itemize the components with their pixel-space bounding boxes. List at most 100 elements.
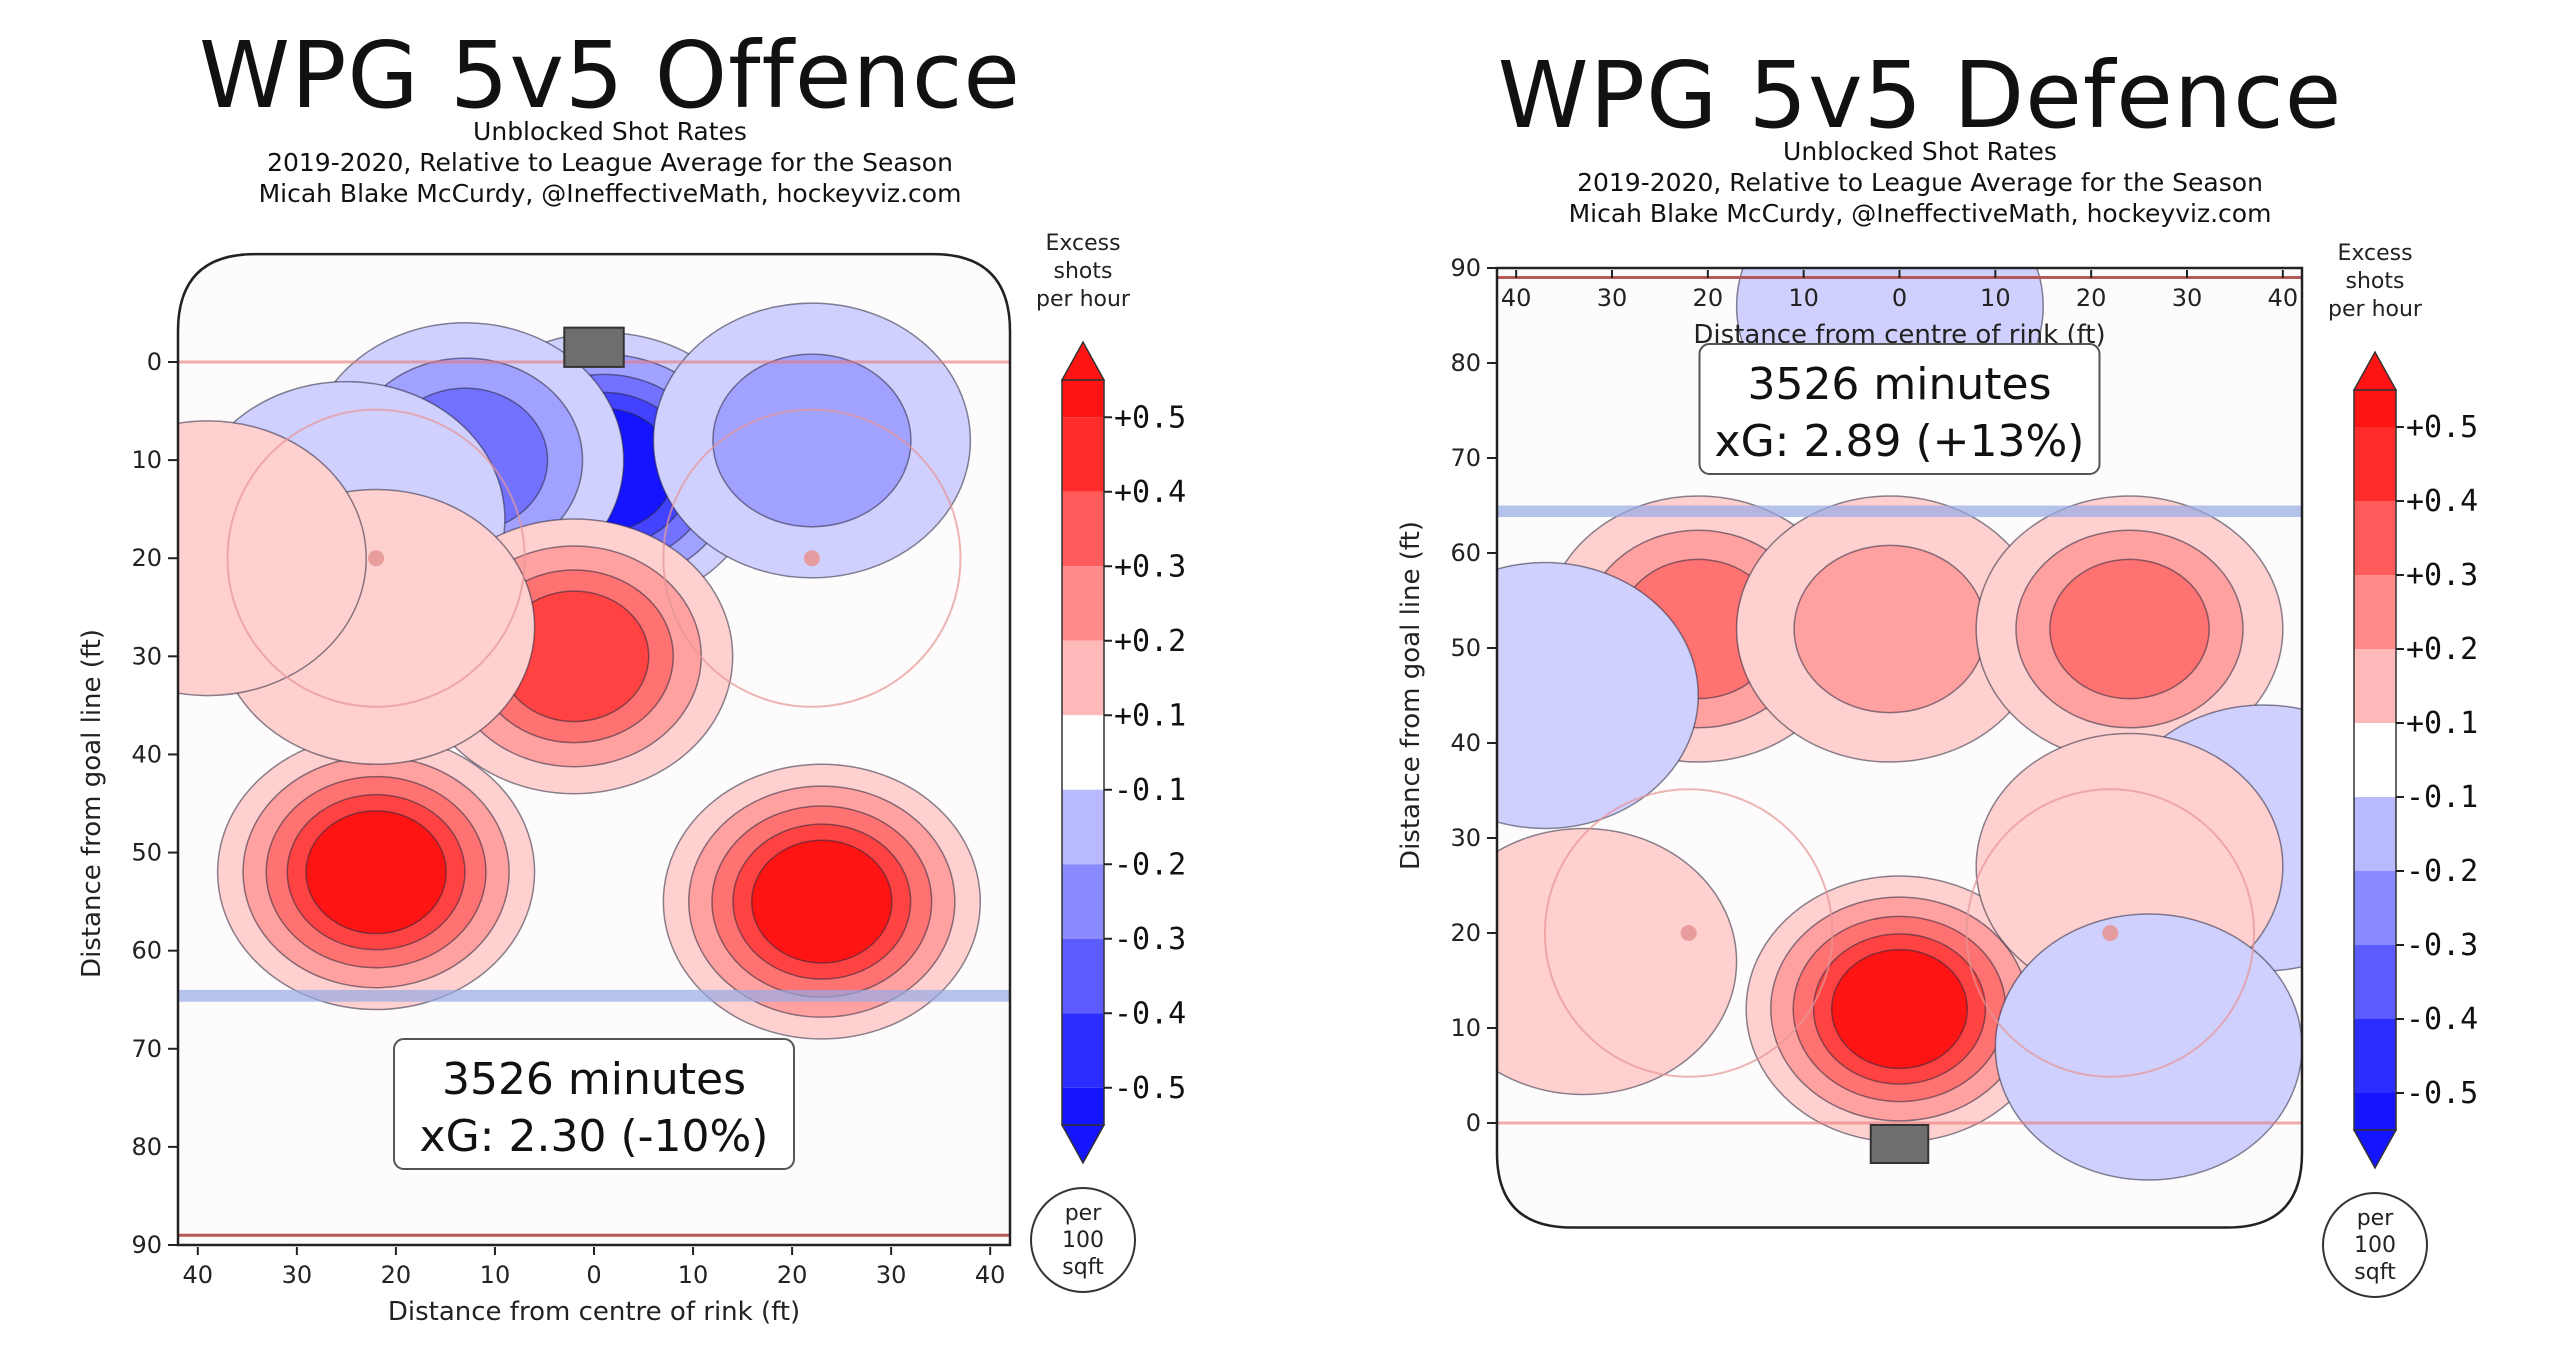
offence-colorbar-swatch-bottom: [1062, 1087, 1104, 1125]
defence-colorbar-bottom-arrow: [2352, 1129, 2398, 1170]
defence-x-tick-label-2: 30: [1597, 284, 1628, 312]
offence-colorbar-frame: [1061, 379, 1105, 1126]
offence-colorbar-label-10: -0.5: [1114, 1071, 1186, 1106]
offence-y-tick-label-10: 90: [131, 1231, 162, 1259]
offence-colorbar-swatch-9: [1062, 1013, 1104, 1088]
defence-colorbar-label-2: +0.4: [2406, 484, 2478, 519]
offence-x-tick-label-2: 30: [282, 1261, 313, 1289]
defence-colorbar-swatch-4: [2354, 649, 2396, 723]
offence-x-tick-label-5: 0: [586, 1261, 601, 1289]
offence-colorbar-title-3: per hour: [1036, 287, 1131, 312]
defence-y-tick-label-9: 80: [1450, 349, 1481, 377]
defence-x-tick-label-8: 30: [2172, 284, 2203, 312]
defence-scale-circle-label-1: per: [2357, 1206, 2395, 1231]
defence-chart-title: WPG 5v5 Defence: [1497, 42, 2343, 149]
defence-y-tick-label-4: 30: [1450, 824, 1481, 852]
defence-hot-spot-1: [1745, 875, 2054, 1143]
offence-x-tick-label-7: 20: [777, 1261, 808, 1289]
offence-hot-spot-6: [216, 734, 536, 1011]
offence-y-tick-label-2: 10: [131, 446, 162, 474]
offence-subtitle-2: 2019-2020, Relative to League Average fo…: [267, 148, 953, 177]
defence-colorbar-title-3: per hour: [2328, 297, 2423, 322]
offence-colorbar-swatch-5: [1062, 715, 1104, 790]
offence-colorbar-swatch-3: [1062, 566, 1104, 641]
offence-heat-layer: [178, 302, 982, 1040]
defence-colorbar-label-1: +0.5: [2406, 410, 2478, 445]
defence-x-tick-label-9: 40: [2268, 284, 2299, 312]
defence-y-tick-label-1: 0: [1466, 1109, 1481, 1137]
defence-colorbar-frame: [2353, 389, 2397, 1131]
defence-subtitle-1: Unblocked Shot Rates: [1783, 137, 2057, 166]
offence-y-tick-label-6: 50: [131, 839, 162, 867]
offence-x-tick-label-6: 10: [678, 1261, 709, 1289]
defence-scale-circle-label-2: 100: [2354, 1233, 2396, 1258]
defence-colorbar-label-10: -0.5: [2406, 1076, 2478, 1111]
defence-hot-spot-9-level-1: [1994, 913, 2302, 1181]
offence-x-tick-label-9: 40: [975, 1261, 1006, 1289]
offence-hot-spot-3: [652, 302, 972, 579]
offence-faceoff-dot-2: [803, 550, 820, 567]
defence-y-tick-label-2: 10: [1450, 1014, 1481, 1042]
defence-header: WPG 5v5 Defence Unblocked Shot Rates 201…: [1440, 50, 2400, 229]
defence-hot-spot-9: [1994, 913, 2302, 1181]
offence-colorbar-swatch-8: [1062, 938, 1104, 1014]
offence-x-axis-label: Distance from centre of rink (ft): [388, 1297, 800, 1327]
offence-colorbar-top-arrow: [1060, 340, 1106, 381]
defence-x-tick-label-4: 10: [1788, 284, 1819, 312]
defence-colorbar-swatch-8: [2354, 945, 2396, 1019]
offence-header: WPG 5v5 Offence Unblocked Shot Rates 201…: [130, 30, 1090, 209]
defence-hot-spot-4-level-3: [2049, 558, 2210, 700]
offence-colorbar-bottom-arrow: [1060, 1124, 1106, 1165]
offence-x-tick-label-1: 40: [183, 1261, 214, 1289]
defence-colorbar-swatch-9: [2354, 1019, 2396, 1093]
offence-colorbar-label-9: -0.4: [1114, 996, 1186, 1031]
offence-hot-spot-7-level-5: [751, 839, 893, 964]
defence-y-axis-label: Distance from goal line (ft): [1396, 521, 1426, 870]
defence-faceoff-dot-2: [2102, 925, 2119, 941]
defence-colorbar-swatch-bottom: [2354, 1093, 2396, 1130]
offence-scale-circle: [1030, 1187, 1136, 1293]
defence-colorbar-label-9: -0.4: [2406, 1002, 2478, 1037]
defence-y-tick-label-5: 40: [1450, 729, 1481, 757]
defence-colorbar-label-4: +0.2: [2406, 632, 2478, 667]
offence-x-tick-label-8: 30: [876, 1261, 907, 1289]
defence-x-tick-label-6: 10: [1980, 284, 2011, 312]
defence-subtitle-3: Micah Blake McCurdy, @IneffectiveMath, h…: [1568, 199, 2272, 228]
offence-faceoff-circle-2: [662, 408, 962, 708]
defence-colorbar-swatch-3: [2354, 575, 2396, 649]
defence-hot-spot-8-level-1: [1497, 827, 1738, 1096]
offence-faceoff-circle-1: [226, 408, 526, 708]
offence-colorbar-swatch-top: [1062, 380, 1104, 418]
defence-hot-spot-5-level-1: [1497, 561, 1699, 830]
defence-scale-circle: [2322, 1192, 2428, 1298]
offence-x-tick-label-4: 10: [480, 1261, 511, 1289]
offence-scale-circle-label-3: sqft: [1062, 1255, 1104, 1280]
offence-y-tick-label-7: 60: [131, 937, 162, 965]
offence-colorbar-label-3: +0.3: [1114, 549, 1186, 584]
defence-colorbar-swatch-1: [2354, 427, 2396, 501]
defence-hot-spot-5: [1497, 561, 1699, 830]
offence-colorbar-swatch-7: [1062, 864, 1104, 939]
defence-x-tick-label-3: 20: [1693, 284, 1724, 312]
defence-colorbar-label-7: -0.2: [2406, 854, 2478, 889]
defence-faceoff-dot-1: [1680, 925, 1697, 941]
offence-hot-spot-7: [662, 763, 982, 1040]
defence-rink-outline: [1495, 266, 2304, 1229]
defence-x-tick-label-7: 20: [2076, 284, 2107, 312]
offence-colorbar-label-1: +0.5: [1114, 400, 1186, 435]
defence-y-tick-label-3: 20: [1450, 919, 1481, 947]
defence-blue-line: [1497, 505, 2302, 517]
defence-colorbar-label-3: +0.3: [2406, 558, 2478, 593]
defence-hot-spot-3-level-2: [1793, 544, 1987, 714]
defence-chart-panel: WPG 5v5 Defence Unblocked Shot Rates 20 1…: [1280, 0, 2560, 1355]
defence-colorbar-swatch-top: [2354, 390, 2396, 427]
defence-hot-spot-8: [1497, 827, 1738, 1096]
offence-blue-line: [178, 989, 1010, 1002]
defence-heat-layer: [1497, 268, 2302, 1181]
offence-colorbar-label-6: -0.1: [1114, 773, 1186, 808]
offence-subtitle-3: Micah Blake McCurdy, @IneffectiveMath, h…: [258, 179, 962, 208]
defence-colorbar-swatch-2: [2354, 501, 2396, 575]
defence-goal-net: [1869, 1124, 1930, 1164]
offence-colorbar-swatch-2: [1062, 491, 1104, 567]
defence-y-tick-label-8: 70: [1450, 444, 1481, 472]
